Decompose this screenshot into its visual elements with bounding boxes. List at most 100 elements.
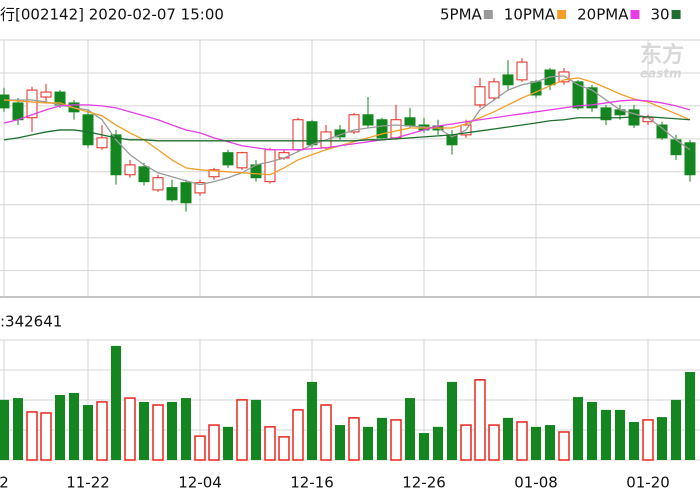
volume-bar bbox=[615, 409, 625, 460]
volume-bar bbox=[307, 381, 317, 460]
candle-body bbox=[194, 182, 206, 194]
x-tick-label: 12-16 bbox=[290, 474, 334, 492]
candle-body bbox=[264, 149, 276, 183]
volume-bar bbox=[377, 417, 387, 460]
volume-bar bbox=[642, 419, 654, 461]
volume-bar bbox=[0, 399, 9, 460]
candle-body bbox=[488, 81, 500, 99]
volume-bar bbox=[40, 412, 52, 461]
volume-bar bbox=[657, 417, 667, 460]
volume-bar bbox=[111, 345, 121, 460]
volume-bar bbox=[447, 381, 457, 460]
candle-body bbox=[138, 166, 150, 183]
volume-bar bbox=[348, 417, 360, 461]
volume-bar bbox=[167, 401, 177, 460]
volume-bar bbox=[223, 426, 233, 460]
candle-body bbox=[124, 164, 136, 176]
volume-bar bbox=[26, 411, 38, 461]
legend-label: 5PMA bbox=[440, 6, 483, 24]
legend-swatch bbox=[630, 10, 640, 19]
candle-body bbox=[180, 182, 192, 204]
candle-body bbox=[236, 152, 248, 169]
volume-bar bbox=[69, 392, 79, 460]
candle-body bbox=[222, 152, 234, 166]
volume-bar bbox=[573, 397, 583, 460]
volume-bar bbox=[433, 426, 443, 460]
volume-bar bbox=[83, 405, 93, 460]
volume-bar bbox=[278, 436, 290, 461]
ma-line bbox=[3, 99, 691, 151]
candle-body bbox=[208, 169, 220, 178]
legend-swatch bbox=[483, 10, 493, 19]
volume-bar bbox=[587, 401, 597, 460]
volume-bar bbox=[516, 421, 528, 461]
x-tick-label: 11-22 bbox=[66, 474, 110, 492]
candle-body bbox=[390, 119, 402, 139]
candle-body bbox=[404, 117, 416, 127]
volume-bar bbox=[503, 417, 513, 460]
candle-body bbox=[40, 91, 52, 98]
candle-body bbox=[348, 114, 360, 133]
volume-bar bbox=[474, 379, 486, 461]
volume-bar bbox=[545, 425, 555, 460]
candle-body bbox=[586, 87, 598, 109]
candle-body bbox=[292, 119, 304, 151]
volume-bar bbox=[251, 399, 261, 460]
candle-body bbox=[166, 187, 178, 201]
volume-bar bbox=[236, 399, 248, 461]
volume-bar bbox=[558, 431, 570, 461]
volume-bar bbox=[363, 426, 373, 460]
volume-bar bbox=[139, 401, 149, 460]
candle-body bbox=[516, 61, 528, 81]
volume-bar bbox=[460, 424, 472, 461]
volume-bar bbox=[671, 399, 681, 460]
x-tick-label: 12-26 bbox=[402, 474, 446, 492]
volume-bar bbox=[685, 371, 695, 460]
candle-body bbox=[572, 81, 584, 109]
candle-body bbox=[684, 142, 696, 176]
candle-body bbox=[12, 102, 24, 121]
volume-caption: :342641 bbox=[0, 313, 62, 331]
volume-bar bbox=[181, 398, 191, 460]
volume-bar bbox=[13, 398, 23, 460]
volume-bar bbox=[419, 433, 429, 460]
chart-title: 行[002142] 2020-02-07 15:00 bbox=[0, 6, 224, 24]
volume-bar bbox=[405, 398, 415, 460]
ma-line bbox=[3, 116, 691, 142]
volume-bar bbox=[208, 424, 220, 461]
watermark-brand: 东方 bbox=[640, 42, 684, 68]
legend-label: 10PMA bbox=[504, 6, 556, 24]
volume-bar bbox=[55, 394, 65, 460]
volume-bar bbox=[320, 404, 332, 461]
volume-bar bbox=[601, 409, 611, 460]
ma-line bbox=[3, 77, 691, 176]
candle-body bbox=[110, 134, 122, 176]
candle-body bbox=[376, 119, 388, 139]
legend-swatch bbox=[671, 10, 681, 19]
volume-bar bbox=[152, 404, 164, 461]
volume-bar bbox=[292, 409, 304, 461]
candle-body bbox=[502, 74, 514, 86]
watermark-site: eastm bbox=[640, 67, 682, 81]
ma-line bbox=[4, 75, 691, 186]
candle-body bbox=[152, 177, 164, 191]
volume-bar bbox=[531, 426, 541, 460]
volume-bar bbox=[390, 419, 402, 461]
volume-bar bbox=[488, 424, 500, 461]
x-tick-label: 01-08 bbox=[514, 474, 558, 492]
volume-bar bbox=[629, 421, 639, 460]
candle-body bbox=[600, 107, 612, 121]
candle-body bbox=[474, 86, 486, 106]
x-tick-label: 12-04 bbox=[178, 474, 222, 492]
candle-body bbox=[0, 94, 10, 109]
legend-label: 20PMA bbox=[577, 6, 629, 24]
candle-body bbox=[96, 137, 108, 149]
volume-bar bbox=[264, 426, 276, 461]
volume-bar bbox=[335, 425, 345, 460]
candle-body bbox=[26, 89, 38, 119]
candle-body bbox=[82, 114, 94, 146]
legend-label: 30 bbox=[650, 6, 669, 24]
x-tick-label: 2 bbox=[0, 474, 9, 492]
volume-bar bbox=[124, 397, 136, 461]
